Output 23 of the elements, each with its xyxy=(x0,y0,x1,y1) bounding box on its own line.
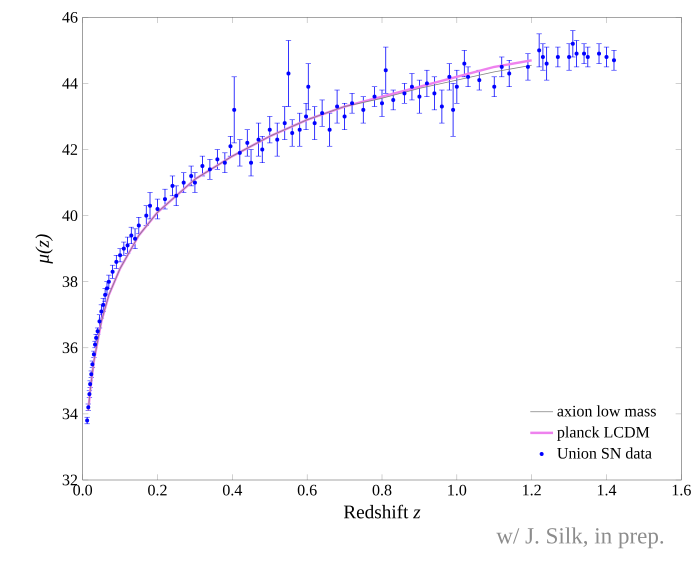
x-tick-label: 0.6 xyxy=(298,484,317,496)
x-tick-label: 1.0 xyxy=(448,484,466,496)
legend-label: planck LCDM xyxy=(557,426,650,441)
x-tick-label: 0.4 xyxy=(222,484,242,496)
x-tick-label: 0.8 xyxy=(372,484,392,496)
y-tick-label: 36 xyxy=(62,342,78,354)
x-tick-label: 1.6 xyxy=(672,484,691,496)
legend-label: Union SN data xyxy=(557,447,652,459)
x-axis-title: Redshift z xyxy=(344,504,420,518)
x-tick-label: 1.4 xyxy=(598,484,616,496)
y-tick-label: 44 xyxy=(62,78,78,89)
y-axis-title: μ(z) xyxy=(35,234,53,264)
x-tick-label: 0.0 xyxy=(73,484,92,496)
x-tick-label: 1.2 xyxy=(523,484,541,496)
y-tick-label: 40 xyxy=(62,210,78,222)
text: w/ J. Silk, in prep. xyxy=(496,527,664,548)
y-tick-label: 42 xyxy=(62,144,78,155)
x-tick-label: 0.2 xyxy=(148,484,167,496)
legend-label: axion low mass xyxy=(557,405,656,416)
y-tick-label: 38 xyxy=(62,276,78,288)
y-tick-label: 46 xyxy=(62,12,78,23)
y-tick-label: 34 xyxy=(62,408,78,420)
y-tick-label: 32 xyxy=(62,474,78,486)
